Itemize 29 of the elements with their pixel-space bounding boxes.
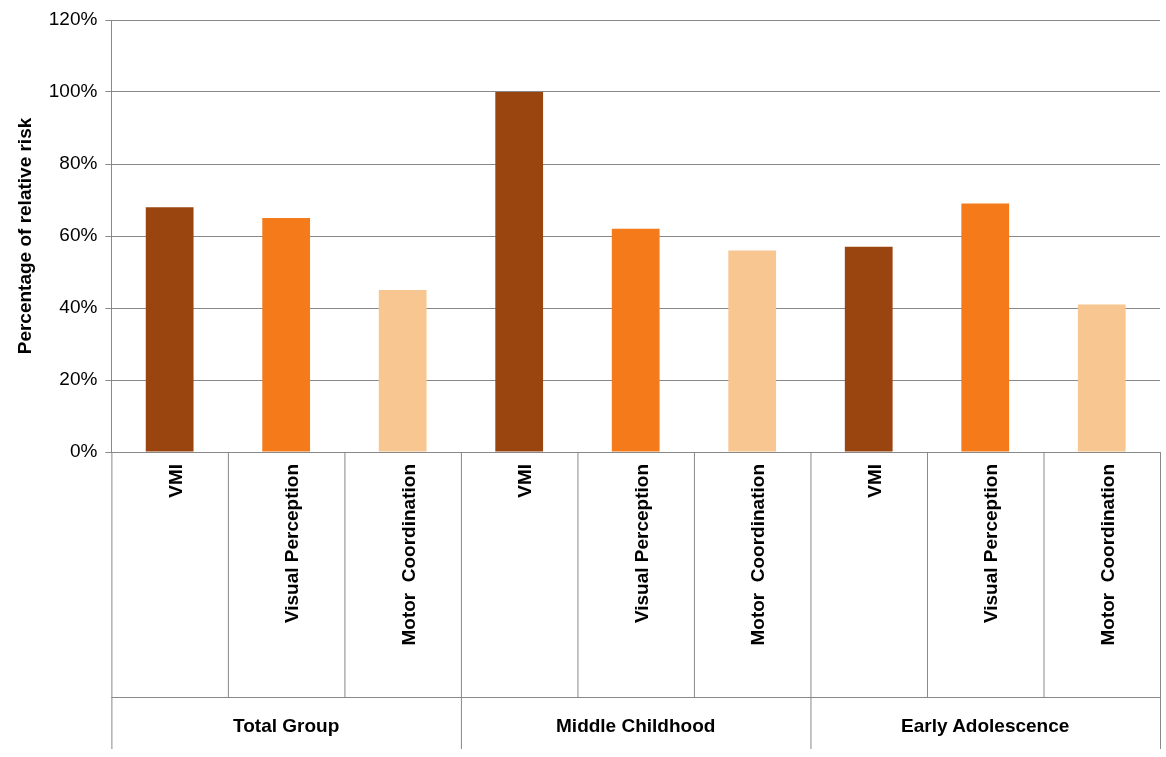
y-tick-label: 80% [59,152,98,174]
x-tick-label: Motor Coordination [1096,464,1118,646]
bar [611,228,660,452]
x-tick-label: Visual Perception [980,464,1002,624]
bar [378,290,427,452]
y-tick-label: 20% [59,368,98,390]
bar [495,92,544,452]
y-tick-label: 40% [59,296,98,318]
bar [1077,304,1126,452]
y-axis-title: Percentage of relative risk [13,117,35,355]
bar [145,207,194,452]
y-tick-label: 0% [69,440,98,462]
y-tick-label: 120% [48,8,98,30]
bar [961,203,1010,452]
bar [728,250,777,452]
x-tick-label: Motor Coordination [747,464,769,646]
bar [844,246,893,452]
text: Middle Childhood [556,715,716,737]
y-tick-label: 100% [48,80,98,102]
y-tick-label: 60% [59,224,98,246]
x-tick-label: Visual Perception [281,464,303,624]
x-tick-label: VMI [514,464,536,498]
x-tick-label: Motor Coordination [397,464,419,646]
bar [262,218,311,452]
text: Early Adolescence [901,715,1070,737]
text: Total Group [233,715,340,737]
x-tick-label: VMI [164,464,186,498]
x-tick-label: Visual Perception [630,464,652,624]
x-tick-label: VMI [863,464,885,498]
